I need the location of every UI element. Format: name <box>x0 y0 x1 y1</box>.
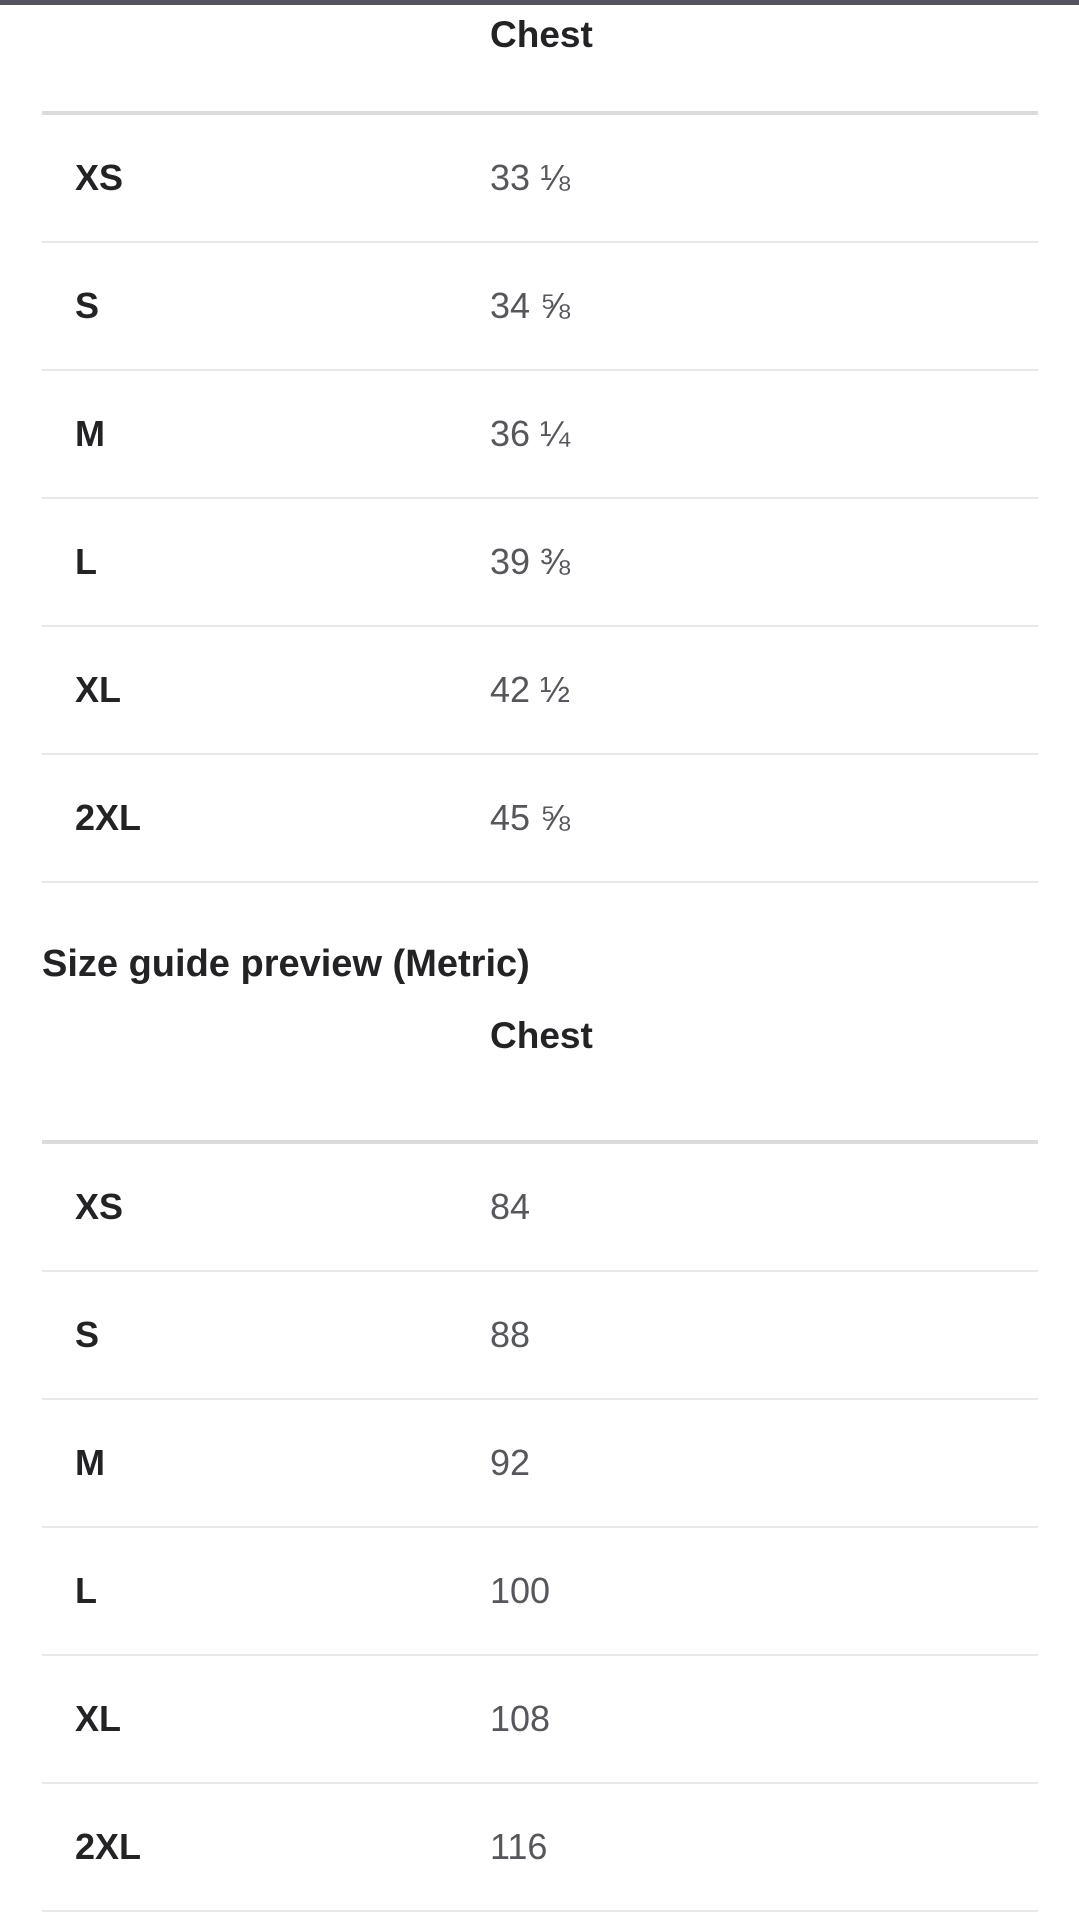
size-label: M <box>75 1442 105 1483</box>
chest-value: 88 <box>490 1314 531 1355</box>
chest-value: 108 <box>490 1698 551 1739</box>
chest-value: 39 ⅜ <box>490 541 571 582</box>
table-row: S 34 ⅝ <box>42 243 1038 371</box>
chest-value: 116 <box>490 1826 548 1867</box>
table-row: XL 42 ½ <box>42 627 1038 755</box>
size-label: 2XL <box>75 797 142 838</box>
table-row: M 92 <box>42 1400 1038 1528</box>
size-guide-panel: Chest XS 33 ⅛ S 34 ⅝ M 36 ¼ L 39 ⅜ XL 42… <box>0 5 1079 1912</box>
table-row: 2XL 116 <box>42 1784 1038 1912</box>
size-label: XS <box>75 1186 124 1227</box>
size-label: XL <box>75 669 122 710</box>
window-top-edge <box>0 0 1079 5</box>
chest-value: 36 ¼ <box>490 413 571 454</box>
table-row: L 100 <box>42 1528 1038 1656</box>
size-label: XS <box>75 157 124 198</box>
size-label: M <box>75 413 105 454</box>
size-label: S <box>75 285 100 326</box>
metric-table-header-row: Chest <box>42 984 1038 1144</box>
chest-value: 84 <box>490 1186 531 1227</box>
chest-value: 33 ⅛ <box>490 157 571 198</box>
size-label: L <box>75 1570 97 1611</box>
chest-value: 45 ⅝ <box>490 797 571 838</box>
metric-size-table: Chest XS 84 S 88 M 92 L 100 XL 108 2XL 1… <box>42 984 1038 1912</box>
table-row: S 88 <box>42 1272 1038 1400</box>
chest-value: 42 ½ <box>490 669 571 710</box>
size-label: XL <box>75 1698 122 1739</box>
table-row: 2XL 45 ⅝ <box>42 755 1038 883</box>
imperial-table-header-row: Chest <box>42 5 1038 115</box>
chest-value: 34 ⅝ <box>490 285 571 326</box>
chest-value: 100 <box>490 1570 551 1611</box>
table-row: M 36 ¼ <box>42 371 1038 499</box>
imperial-chest-column-header: Chest <box>490 14 593 55</box>
table-row: L 39 ⅜ <box>42 499 1038 627</box>
table-row: XS 84 <box>42 1144 1038 1272</box>
metric-chest-column-header: Chest <box>490 1015 593 1056</box>
metric-section-heading: Size guide preview (Metric) <box>42 943 530 985</box>
size-label: L <box>75 541 97 582</box>
table-row: XL 108 <box>42 1656 1038 1784</box>
chest-value: 92 <box>490 1442 531 1483</box>
size-label: S <box>75 1314 100 1355</box>
imperial-size-table: Chest XS 33 ⅛ S 34 ⅝ M 36 ¼ L 39 ⅜ XL 42… <box>42 5 1038 883</box>
table-row: XS 33 ⅛ <box>42 115 1038 243</box>
size-label: 2XL <box>75 1826 142 1867</box>
